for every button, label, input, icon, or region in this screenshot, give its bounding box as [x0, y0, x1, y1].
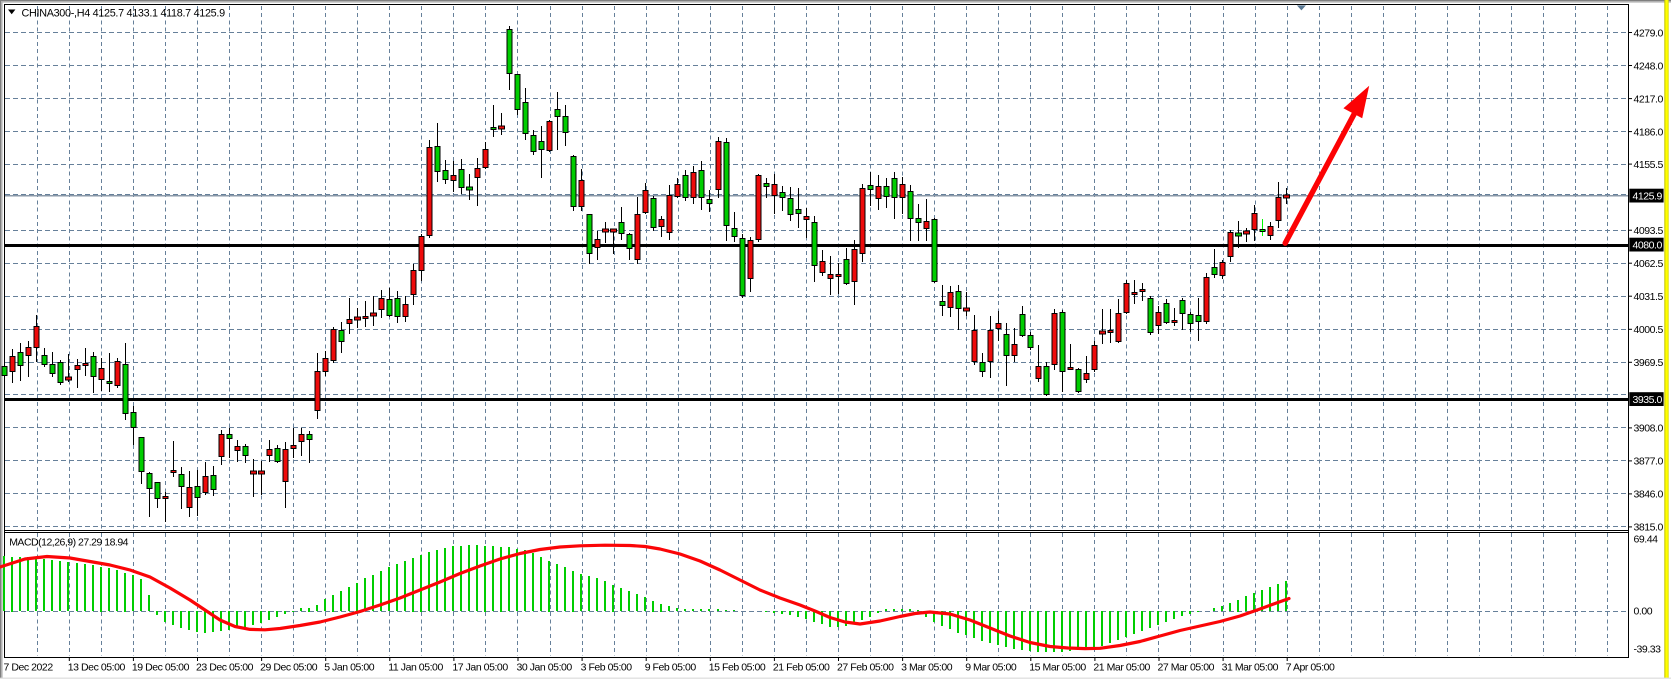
svg-text:7 Apr 05:00: 7 Apr 05:00 — [1286, 662, 1335, 674]
svg-text:7 Dec 2022: 7 Dec 2022 — [4, 662, 54, 674]
svg-text:4279.0: 4279.0 — [1634, 27, 1664, 39]
svg-text:9 Feb 05:00: 9 Feb 05:00 — [645, 662, 697, 674]
svg-text:4248.0: 4248.0 — [1634, 60, 1664, 72]
svg-text:3908.0: 3908.0 — [1634, 423, 1664, 435]
svg-text:3935.0: 3935.0 — [1633, 394, 1663, 406]
svg-text:CHINA300-,H4 4125.7 4133.1 41: CHINA300-,H4 4125.7 4133.1 4118.7 4125.9 — [22, 8, 226, 20]
svg-text:3815.0: 3815.0 — [1634, 522, 1664, 534]
svg-text:4125.9: 4125.9 — [1633, 190, 1663, 202]
svg-text:3877.0: 3877.0 — [1634, 456, 1664, 468]
svg-text:4000.5: 4000.5 — [1634, 324, 1664, 336]
svg-text:4186.0: 4186.0 — [1634, 126, 1664, 138]
svg-text:3 Mar 05:00: 3 Mar 05:00 — [901, 662, 953, 674]
svg-text:0.00: 0.00 — [1634, 606, 1653, 618]
svg-text:69.44: 69.44 — [1634, 534, 1659, 546]
svg-text:4217.0: 4217.0 — [1634, 93, 1664, 105]
svg-text:21 Feb 05:00: 21 Feb 05:00 — [773, 662, 830, 674]
svg-text:4031.5: 4031.5 — [1634, 291, 1664, 303]
svg-text:19 Dec 05:00: 19 Dec 05:00 — [132, 662, 190, 674]
svg-text:27 Mar 05:00: 27 Mar 05:00 — [1158, 662, 1215, 674]
svg-text:9 Mar 05:00: 9 Mar 05:00 — [965, 662, 1017, 674]
svg-text:30 Jan 05:00: 30 Jan 05:00 — [517, 662, 573, 674]
svg-text:4062.5: 4062.5 — [1634, 258, 1664, 270]
svg-text:MACD(12,26,9) 27.29 18.94: MACD(12,26,9) 27.29 18.94 — [9, 536, 128, 548]
svg-text:4093.5: 4093.5 — [1634, 225, 1664, 237]
svg-text:4080.0: 4080.0 — [1633, 239, 1663, 251]
svg-text:3969.5: 3969.5 — [1634, 357, 1664, 369]
svg-text:5 Jan 05:00: 5 Jan 05:00 — [324, 662, 375, 674]
svg-text:3 Feb 05:00: 3 Feb 05:00 — [581, 662, 633, 674]
svg-text:3846.0: 3846.0 — [1634, 489, 1664, 501]
svg-text:15 Feb 05:00: 15 Feb 05:00 — [709, 662, 766, 674]
svg-text:4155.5: 4155.5 — [1634, 159, 1664, 171]
svg-text:-39.33: -39.33 — [1634, 644, 1662, 656]
svg-text:15 Mar 05:00: 15 Mar 05:00 — [1029, 662, 1086, 674]
svg-text:13 Dec 05:00: 13 Dec 05:00 — [68, 662, 126, 674]
svg-text:31 Mar 05:00: 31 Mar 05:00 — [1222, 662, 1279, 674]
svg-text:21 Mar 05:00: 21 Mar 05:00 — [1093, 662, 1150, 674]
svg-text:23 Dec 05:00: 23 Dec 05:00 — [196, 662, 254, 674]
svg-text:29 Dec 05:00: 29 Dec 05:00 — [260, 662, 318, 674]
svg-text:11 Jan 05:00: 11 Jan 05:00 — [388, 662, 443, 674]
svg-text:17 Jan 05:00: 17 Jan 05:00 — [452, 662, 508, 674]
svg-text:27 Feb 05:00: 27 Feb 05:00 — [837, 662, 894, 674]
